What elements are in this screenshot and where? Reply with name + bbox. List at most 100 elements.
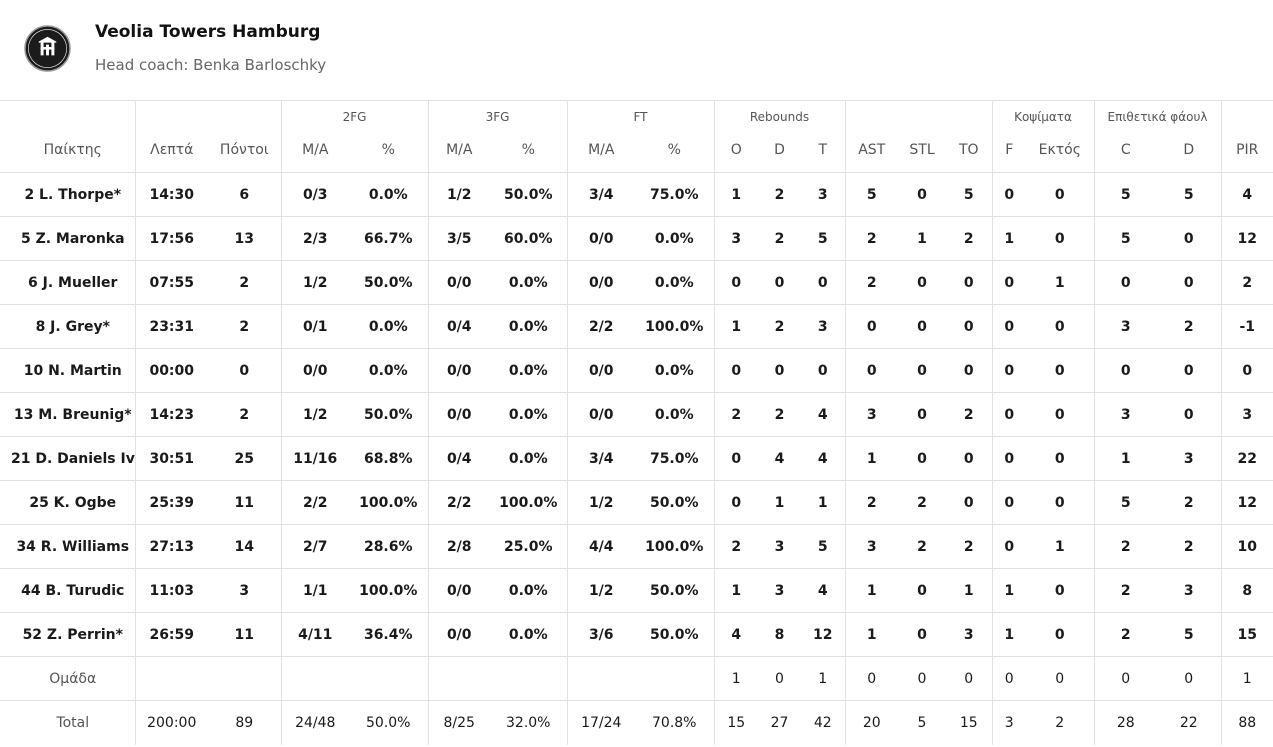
stat-cell: 0/0 [427, 260, 490, 305]
stat-cell: 22 [1220, 436, 1273, 481]
group-header-row: 2FG 3FG FT Rebounds Κοψίματα Επιθετικά φ… [0, 100, 1273, 134]
stat-cell: 12 [801, 612, 845, 657]
player-name-cell[interactable]: 10 N. Martin [0, 348, 135, 393]
player-name-cell[interactable]: 25 K. Ogbe [0, 480, 135, 525]
stat-cell: 36.4% [349, 612, 428, 657]
stat-cell: 0.0% [490, 612, 567, 657]
stat-cell: 0.0% [635, 348, 714, 393]
table-row: 34 R. Williams 27:13 14 2/7 28.6% 2/8 25.0% 4/4… [0, 524, 1273, 569]
col-2fg-pct[interactable]: % [381, 141, 395, 158]
stat-cell [134, 656, 208, 701]
col-reb-t[interactable]: T [818, 141, 828, 158]
col-2fg-ma[interactable]: M/A [280, 133, 349, 173]
stat-cell: 4 [713, 612, 758, 657]
stat-cell: 0 [1026, 172, 1095, 217]
group-empty [134, 100, 281, 134]
stat-cell: 0 [844, 656, 898, 701]
stat-cell: 0 [991, 656, 1027, 701]
stat-cell: 3 [801, 304, 845, 349]
stat-cell: 1 [991, 216, 1027, 261]
stat-cell: 5 [1157, 612, 1222, 657]
col-foul-c[interactable]: C [1093, 133, 1158, 173]
col-pir[interactable]: PIR [1220, 133, 1273, 173]
stat-cell: 0 [758, 348, 801, 393]
group-blocks: Κοψίματα [991, 100, 1095, 134]
col-foul-d[interactable]: D [1183, 141, 1195, 158]
table-row: 13 M. Breunig* 14:23 2 1/2 50.0% 0/0 0.0% 0/0 0.… [0, 392, 1273, 437]
stat-cell: 15 [1220, 612, 1273, 657]
stat-cell: 1 [1026, 524, 1095, 569]
col-ft-pct[interactable]: % [667, 141, 681, 158]
stat-cell: 0/0 [566, 348, 635, 393]
stat-cell: 1/2 [427, 172, 490, 217]
stat-cell: 1/2 [566, 480, 635, 525]
stat-cell: 5 [1157, 172, 1222, 217]
stat-cell: 4 [758, 436, 801, 481]
group-empty [844, 100, 993, 134]
stat-cell: 5 [801, 524, 845, 569]
stat-cell: 0 [1093, 260, 1158, 305]
stat-cell: 0 [758, 656, 801, 701]
stat-cell: 4/4 [566, 524, 635, 569]
player-name-cell[interactable]: 34 R. Williams [0, 524, 135, 569]
stat-cell: 0/1 [280, 304, 349, 349]
stat-cell: 0 [1157, 656, 1222, 701]
col-ast[interactable]: AST [844, 133, 898, 173]
col-to[interactable]: TO [958, 141, 979, 158]
col-blk-f[interactable]: F [991, 133, 1027, 173]
table-row: 2 L. Thorpe* 14:30 6 0/3 0.0% 1/2 50.0% 3/4 75.0… [0, 172, 1273, 217]
group-2fg: 2FG [280, 100, 428, 134]
stat-cell: 11 [208, 612, 281, 657]
col-3fg-ma[interactable]: M/A [427, 133, 490, 173]
table-row: 8 J. Grey* 23:31 2 0/1 0.0% 0/4 0.0% 2/2 100.0% 1… [0, 304, 1273, 349]
total-row: Total 200:00 89 24/48 50.0% 8/25 32.0% 17/24 70.… [0, 700, 1273, 745]
col-ft-ma[interactable]: M/A [566, 133, 635, 173]
col-stl[interactable]: STL [909, 141, 935, 158]
col-minutes[interactable]: Λεπτά [134, 133, 208, 173]
stat-cell: 1 [801, 656, 845, 701]
stat-cell: 15 [713, 700, 758, 745]
col-reb-d[interactable]: D [774, 141, 785, 158]
stat-cell: 0 [713, 348, 758, 393]
stat-cell: 22 [1157, 700, 1222, 745]
col-blk-a[interactable]: Εκτός [1038, 141, 1081, 158]
player-name-cell[interactable]: 8 J. Grey* [0, 304, 135, 349]
stat-cell: 1/1 [280, 568, 349, 613]
stat-cell [635, 656, 714, 701]
stat-cell: 1 [844, 436, 898, 481]
stat-cell: 2 [844, 260, 898, 305]
stat-cell: 1 [844, 612, 898, 657]
player-name-cell[interactable]: 6 J. Mueller [0, 260, 135, 305]
column-header-row: Παίκτης Λεπτά Πόντοι M/A % M/A % M/A % O… [0, 133, 1273, 173]
stat-cell: 5 [1093, 172, 1158, 217]
player-name-cell[interactable]: 13 M. Breunig* [0, 392, 135, 437]
stat-cell: 0.0% [349, 348, 428, 393]
stat-cell: 15 [946, 700, 993, 745]
col-points[interactable]: Πόντοι [219, 141, 269, 158]
stat-cell: 0 [1157, 216, 1222, 261]
stat-cell: 0.0% [490, 348, 567, 393]
player-name-cell[interactable]: 44 B. Turudic [0, 568, 135, 613]
group-3fg: 3FG [427, 100, 567, 134]
stat-cell: 0 [991, 524, 1027, 569]
player-name-cell[interactable]: 52 Z. Perrin* [0, 612, 135, 657]
stat-cell: 1 [1093, 436, 1158, 481]
stat-cell: 0/0 [427, 348, 490, 393]
player-name-cell[interactable]: 2 L. Thorpe* [0, 172, 135, 217]
stat-cell: 0 [898, 656, 946, 701]
stat-cell: 0 [1026, 436, 1095, 481]
stat-cell: 1 [991, 568, 1027, 613]
stat-cell: 14 [208, 524, 281, 569]
col-player[interactable]: Παίκτης [43, 141, 102, 158]
stat-cell: 2 [758, 392, 801, 437]
stat-cell: 2 [844, 216, 898, 261]
stat-cell: 0 [991, 304, 1027, 349]
team-row: Ομάδα 1 0 1 0 0 0 0 0 0 0 1 [0, 656, 1273, 701]
stat-cell: 60.0% [490, 216, 567, 261]
player-name-cell[interactable]: 5 Z. Maronka [0, 216, 135, 261]
col-3fg-pct[interactable]: % [521, 141, 535, 158]
player-name-cell[interactable]: 21 D. Daniels Iv* [0, 436, 135, 481]
stat-cell: 8/25 [427, 700, 490, 745]
stat-cell: 2/8 [427, 524, 490, 569]
col-reb-o[interactable]: O [713, 133, 758, 173]
